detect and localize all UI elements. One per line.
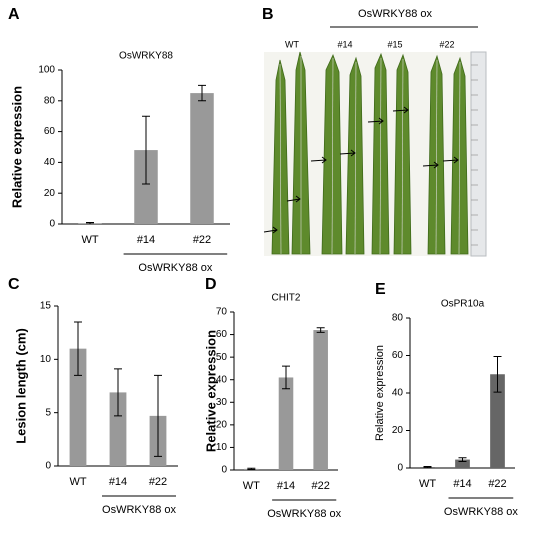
error-bar: [247, 467, 256, 471]
arrows: [263, 106, 459, 234]
x-tick-label: WT: [243, 480, 260, 492]
leaves: [271, 51, 469, 255]
y-tick-label: 40: [216, 374, 228, 385]
error-bar: [114, 368, 122, 417]
y-tick-label: 0: [49, 219, 55, 230]
x-tick-label: #22: [149, 476, 167, 488]
y-tick-label: 0: [221, 465, 227, 476]
y-axis-label: Relative expression: [203, 330, 218, 452]
group-label: OsWRKY88 ox: [138, 262, 212, 274]
y-tick-label: 20: [392, 425, 404, 436]
y-axis-label: Lesion length (cm): [13, 328, 28, 444]
lane-label: WT: [285, 39, 299, 49]
error-bar: [86, 221, 94, 225]
lane-label: #22: [439, 39, 454, 49]
chart-title: OsPR10a: [441, 299, 485, 310]
error-bar: [198, 84, 206, 102]
x-tick-label: #22: [311, 480, 329, 492]
bar: [278, 377, 294, 470]
x-tick-label: WT: [81, 234, 98, 246]
bar: [69, 348, 87, 466]
y-tick-label: 40: [392, 388, 404, 399]
error-bar: [423, 466, 432, 469]
y-tick-label: 40: [44, 157, 56, 168]
panel-letter: B: [262, 6, 274, 23]
y-tick-label: 5: [45, 407, 51, 418]
panel-letter: D: [205, 276, 217, 293]
x-tick-label: WT: [419, 478, 436, 490]
lane-label: #14: [337, 39, 352, 49]
x-tick-label: #22: [488, 478, 506, 490]
error-bar: [142, 115, 150, 185]
error-bar: [458, 457, 467, 462]
y-tick-label: 100: [38, 65, 55, 76]
y-tick-label: 10: [40, 354, 52, 365]
bar: [313, 330, 328, 470]
y-tick-label: 60: [44, 126, 56, 137]
y-tick-label: 50: [216, 352, 228, 363]
y-tick-label: 30: [216, 397, 228, 408]
panel-letter: E: [375, 281, 386, 298]
group-label: OsWRKY88 ox: [267, 508, 341, 520]
y-tick-label: 60: [392, 350, 404, 361]
y-tick-label: 60: [216, 329, 228, 340]
x-tick-label: #14: [109, 476, 127, 488]
y-tick-label: 0: [397, 463, 403, 474]
chart-title: OsWRKY88: [119, 51, 173, 62]
error-bar: [493, 355, 502, 393]
error-bar: [154, 374, 162, 457]
group-label: OsWRKY88 ox: [102, 504, 176, 516]
y-tick-label: 80: [44, 95, 56, 106]
error-bar: [282, 365, 290, 390]
y-tick-label: 20: [216, 419, 228, 430]
panel-letter: A: [8, 6, 20, 23]
lane-label: #15: [387, 39, 402, 49]
y-axis-label: Relative expression: [374, 345, 386, 441]
bar: [134, 150, 158, 224]
panel-letter: C: [8, 276, 20, 293]
y-tick-label: 20: [44, 188, 56, 199]
y-tick-label: 15: [40, 301, 52, 312]
bar: [490, 374, 505, 468]
error-bar: [74, 321, 82, 376]
y-tick-label: 70: [216, 307, 228, 318]
photo-panel: B OsWRKY88 ox WT #14 #15 #22: [262, 6, 487, 257]
bar: [455, 459, 470, 468]
bar: [190, 93, 214, 224]
error-bar: [316, 327, 325, 333]
y-axis-label: Relative expression: [9, 86, 24, 208]
ruler-marks: [471, 64, 478, 246]
x-tick-label: WT: [69, 476, 86, 488]
leaf-veins: [279, 56, 461, 255]
y-tick-label: 10: [216, 442, 228, 453]
y-tick-label: 80: [392, 313, 404, 324]
x-tick-label: #14: [277, 480, 295, 492]
x-tick-label: #14: [453, 478, 471, 490]
x-tick-label: #14: [137, 234, 155, 246]
x-tick-label: #22: [193, 234, 211, 246]
ruler: [470, 51, 487, 257]
bar: [109, 392, 127, 466]
y-tick-label: 0: [45, 461, 51, 472]
chart-title: CHIT2: [272, 293, 301, 304]
group-label: OsWRKY88 ox: [444, 506, 518, 518]
group-label: OsWRKY88 ox: [358, 8, 432, 20]
